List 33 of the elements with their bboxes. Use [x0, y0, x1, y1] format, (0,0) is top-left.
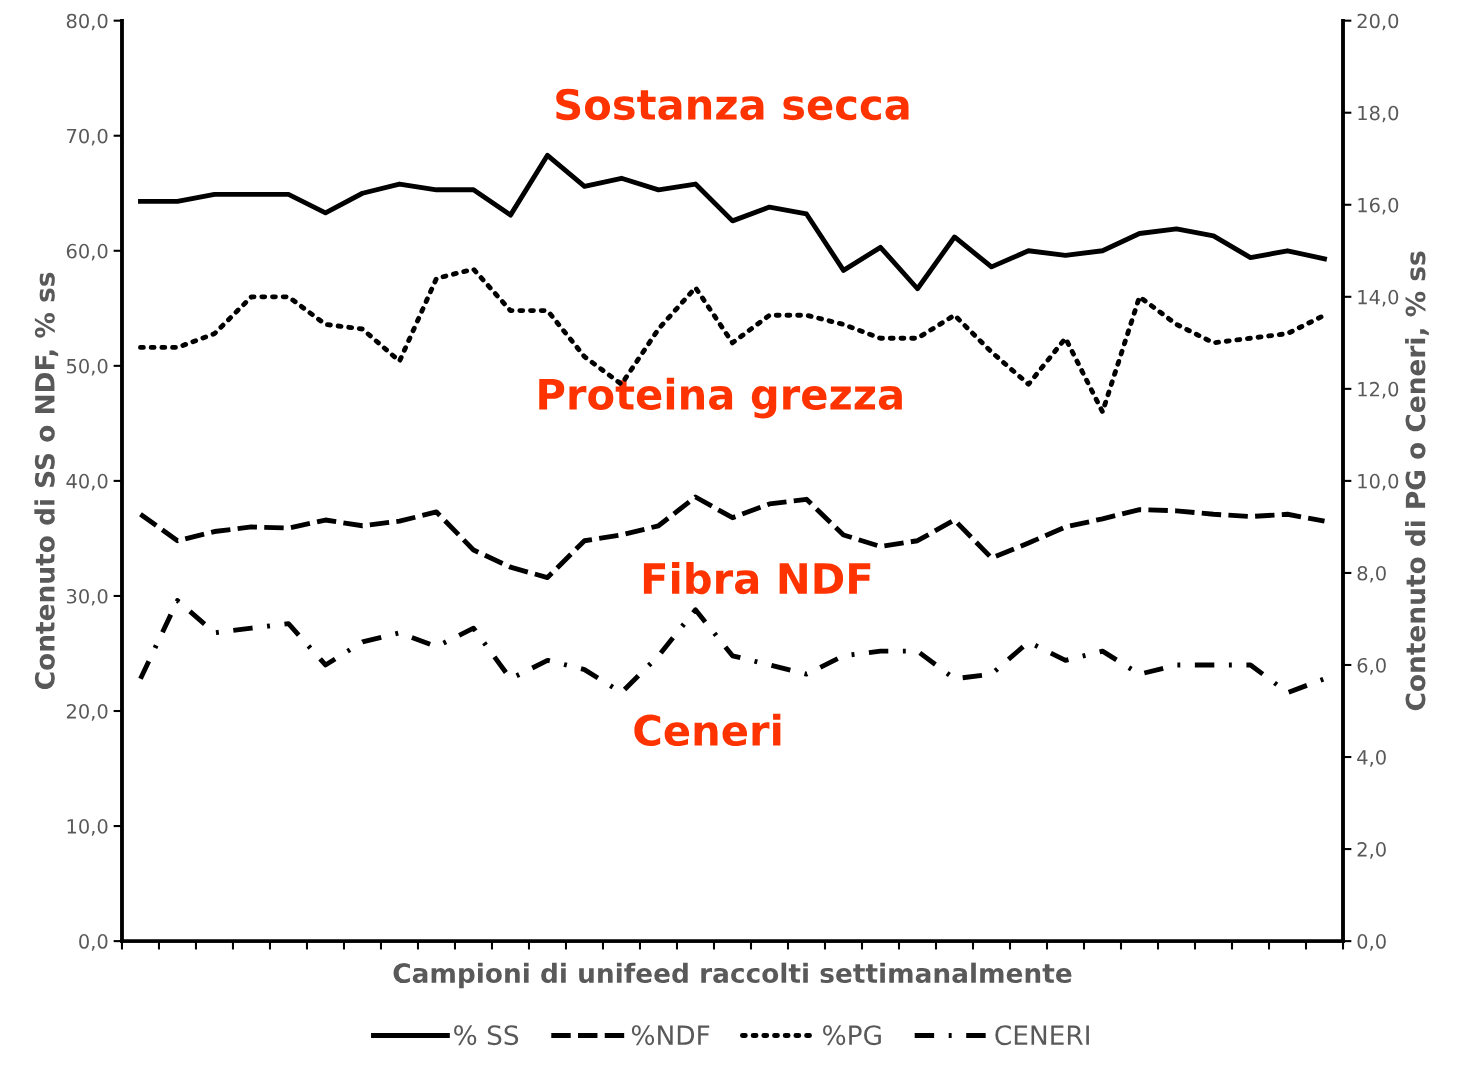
y2-tick-label: 8,0	[1357, 565, 1386, 583]
y2-axis-title: Contenuto di PG o Ceneri, % ss	[1405, 251, 1429, 711]
y-tick-label: 70,0	[67, 128, 108, 146]
y2-tick-label: 18,0	[1358, 105, 1399, 123]
y-tick-label: 30,0	[66, 588, 108, 606]
annotation: Fibra NDF	[643, 561, 871, 595]
annotation: Ceneri	[634, 713, 781, 747]
y2-tick-label: 20,0	[1357, 13, 1399, 31]
y-tick-label: 60,0	[66, 243, 108, 261]
legend-label: CENERI	[995, 1025, 1089, 1046]
y-axis-title: Contenuto di SS o NDF, % ss	[34, 272, 59, 689]
y-tick-label: 80,0	[66, 13, 108, 31]
y-tick-label: 10,0	[67, 819, 108, 836]
y2-tick-label: 4,0	[1357, 749, 1386, 767]
line-series	[138, 598, 1327, 696]
annotation: Sostanza secca	[556, 88, 909, 121]
legend-label: % SS	[454, 1025, 519, 1046]
x-axis-title: Campioni di unifeed raccolti settimanalmente	[393, 962, 1072, 989]
y2-tick-label: 16,0	[1358, 197, 1399, 215]
annotation: Proteina grezza	[539, 377, 902, 419]
y-tick-label: 0,0	[79, 934, 108, 951]
y2-tick-label: 12,0	[1358, 381, 1399, 399]
y-tick-label: 40,0	[66, 473, 108, 491]
legend-label: %NDF	[631, 1025, 710, 1046]
y2-tick-label: 6,0	[1357, 657, 1386, 675]
y2-tick-label: 0,0	[1357, 934, 1386, 951]
y2-tick-label: 14,0	[1358, 289, 1399, 307]
y-tick-label: 50,0	[66, 358, 108, 376]
y2-tick-label: 10,0	[1358, 473, 1399, 491]
y2-tick-label: 2,0	[1357, 842, 1386, 859]
line-series	[138, 152, 1327, 292]
legend-label: %PG	[823, 1025, 881, 1046]
y-tick-label: 20,0	[66, 703, 108, 721]
